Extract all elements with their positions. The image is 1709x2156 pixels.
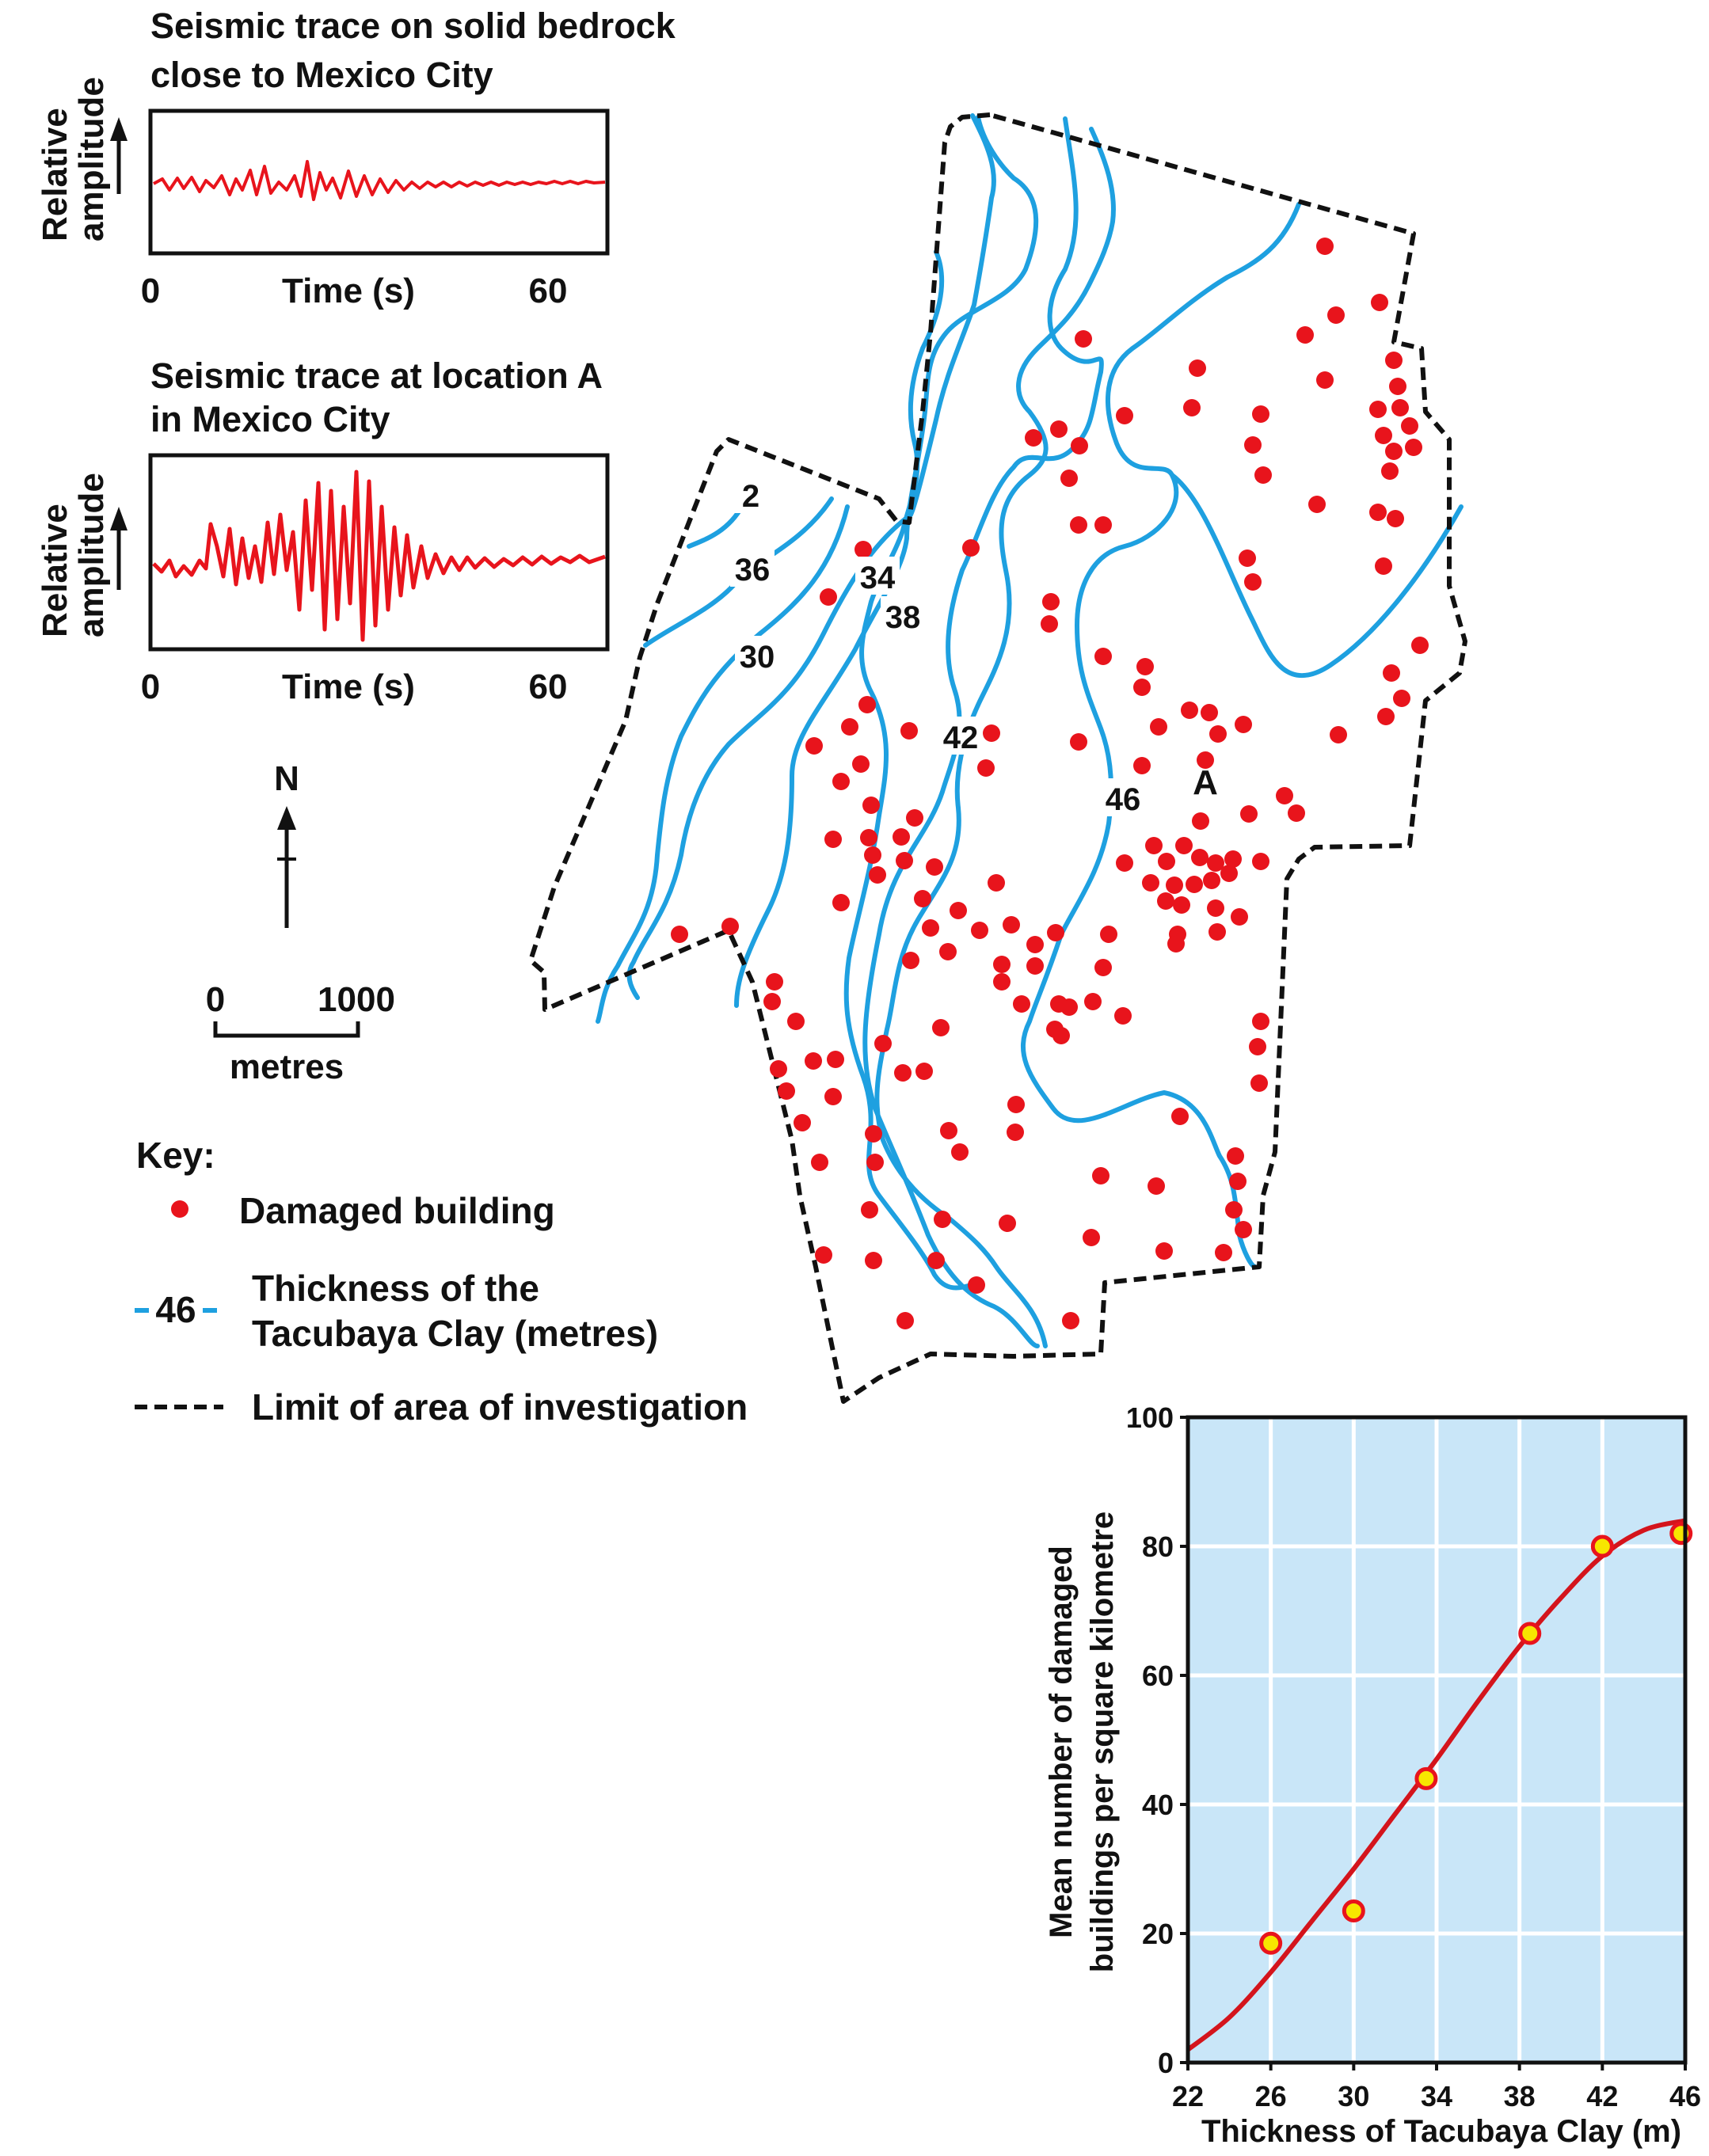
chart-data-point <box>1669 1522 1693 1546</box>
chart-data-point <box>1414 1766 1438 1790</box>
trace-top-frame <box>148 108 610 256</box>
key-contour-sample: 46 <box>155 1289 196 1330</box>
trace-top-arrow-icon <box>110 117 128 194</box>
location-a-label: A <box>1193 763 1218 802</box>
chart-y-tick-label: 20 <box>1142 1918 1174 1950</box>
trace-top-xlabel: Time (s) <box>282 272 415 310</box>
contour-map: 2 36 34 38 30 42 46 A <box>528 112 1467 1404</box>
key-damaged-label: Damaged building <box>239 1190 555 1231</box>
trace-bottom-ylabel-2: amplitude <box>72 473 111 637</box>
key-title: Key: <box>136 1135 215 1176</box>
trace-bottom-arrow-icon <box>110 507 128 590</box>
trace-top-ylabel-1: Relative <box>36 108 74 241</box>
chart-x-tick-label: 38 <box>1504 2080 1536 2112</box>
chart-trend-line <box>1186 1518 1686 2052</box>
contour-labels: 2 36 34 38 30 42 46 A <box>730 475 1218 817</box>
investigation-boundary <box>528 112 1467 1404</box>
trace-top-title-1: Seismic trace on solid bedrock <box>150 6 676 46</box>
damaged-building-dots <box>671 238 1429 1329</box>
key-contour-label-2: Tacubaya Clay (metres) <box>252 1313 658 1354</box>
contour-label-46: 46 <box>1106 782 1141 817</box>
chart-x-tick-label: 42 <box>1586 2080 1618 2112</box>
trace-bottom-frame <box>148 453 610 652</box>
contour-label-42: 42 <box>943 721 979 755</box>
chart-y-tick-label: 60 <box>1142 1660 1174 1692</box>
scale-end: 1000 <box>318 980 395 1019</box>
chart-y-tick-label: 40 <box>1142 1789 1174 1821</box>
contour-label-2: 2 <box>742 479 759 514</box>
chart-x-tick-label: 34 <box>1421 2080 1452 2112</box>
chart-x-axis-label: Thickness of Tacubaya Clay (m) <box>1201 2114 1681 2149</box>
contour-label-34: 34 <box>860 561 896 595</box>
contour-label-30: 30 <box>740 640 775 675</box>
contour-label-36: 36 <box>735 553 771 587</box>
chart-y-axis-label-1: Mean number of damaged <box>1044 1546 1079 1938</box>
trace-bottom-xlabel: Time (s) <box>282 667 415 706</box>
key-contour-label-1: Thickness of the <box>252 1268 539 1309</box>
damage-vs-clay-chart: 22 26 30 34 38 42 46 0 20 40 60 80 100 Thickness of… <box>1044 1401 1701 2149</box>
chart-data-point <box>1518 1622 1542 1645</box>
trace-bottom-title-2: in Mexico City <box>150 399 390 439</box>
contour-label-38: 38 <box>885 600 921 635</box>
north-arrow: N <box>274 759 299 928</box>
trace-bottom-ylabel-1: Relative <box>36 504 74 637</box>
chart-y-tick-label: 80 <box>1142 1530 1174 1563</box>
chart-x-tick-label: 30 <box>1338 2080 1369 2112</box>
north-label: N <box>274 759 299 798</box>
chart-y-tick-label: 100 <box>1126 1401 1174 1434</box>
chart-data-point <box>1342 1899 1365 1922</box>
key-dot-icon <box>171 1200 188 1218</box>
chart-x-tick-label: 26 <box>1255 2080 1287 2112</box>
trace-bottom-title-1: Seismic trace at location A <box>150 356 603 396</box>
chart-data-point <box>1259 1931 1283 1955</box>
scale-unit: metres <box>230 1048 344 1086</box>
trace-bottom-tick-60: 60 <box>529 667 568 706</box>
chart-y-ticks: 0 20 40 60 80 100 <box>1126 1401 1188 2079</box>
chart-y-axis-label-2: buildings per square kilometre <box>1085 1511 1120 1972</box>
chart-x-tick-label: 46 <box>1669 2080 1701 2112</box>
scale-start: 0 <box>206 980 225 1019</box>
chart-data-point <box>1590 1534 1614 1558</box>
chart-points <box>1259 1522 1693 1955</box>
trace-top-ylabel-2: amplitude <box>72 77 111 241</box>
trace-top-title-2: close to Mexico City <box>150 55 493 95</box>
key-limit-label: Limit of area of investigation <box>252 1386 748 1428</box>
trace-bottom-waveform <box>152 470 606 642</box>
map-key: Key: Damaged building 46 Thickness of th… <box>135 1135 748 1428</box>
chart-y-tick-label: 0 <box>1158 2047 1174 2079</box>
scale-bar: 0 1000 metres <box>206 980 395 1086</box>
trace-bottom-tick-0: 0 <box>141 667 160 706</box>
trace-top-tick-0: 0 <box>141 272 160 310</box>
trace-top-tick-60: 60 <box>529 272 568 310</box>
trace-top-waveform <box>153 160 606 201</box>
trace-panel-bedrock: Seismic trace on solid bedrock close to … <box>36 6 676 310</box>
chart-x-tick-label: 22 <box>1172 2080 1204 2112</box>
chart-x-ticks: 22 26 30 34 38 42 46 <box>1172 2063 1701 2112</box>
trace-panel-location-a: Seismic trace at location A in Mexico Ci… <box>36 356 610 706</box>
